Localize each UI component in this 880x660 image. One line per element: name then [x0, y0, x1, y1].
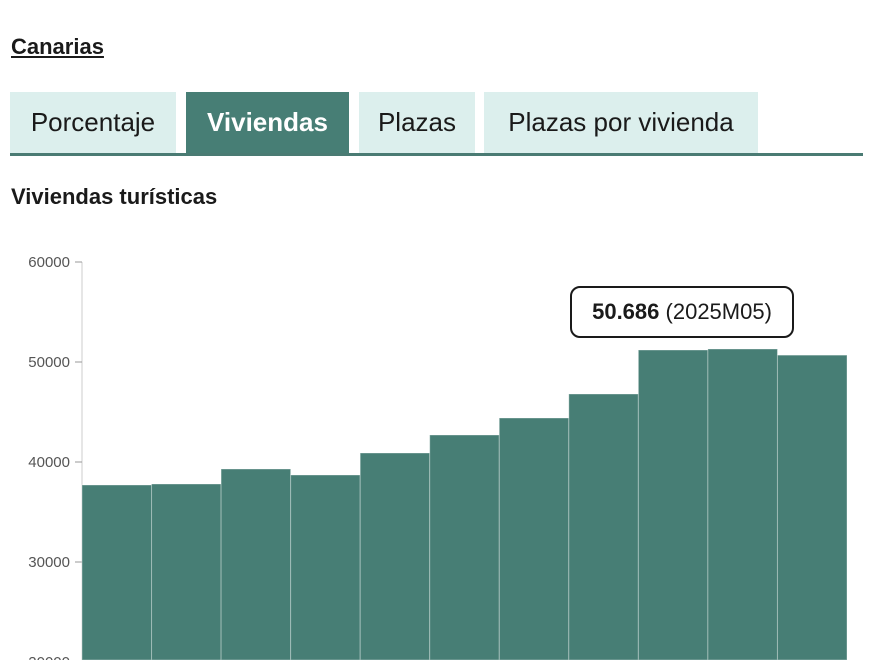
bar[interactable] — [220, 468, 292, 660]
y-tick-label: 30000 — [28, 554, 70, 571]
tab-plazas-por-vivienda[interactable]: Plazas por vivienda — [484, 92, 758, 153]
bar-chart: 60000 50000 40000 30000 20000 — [28, 254, 848, 660]
tooltip-value: 50.686 — [592, 299, 660, 324]
bar[interactable] — [151, 483, 222, 660]
bar[interactable] — [81, 484, 153, 660]
tab-bar: Porcentaje Viviendas Plazas Plazas por v… — [10, 92, 863, 156]
bar[interactable] — [568, 393, 639, 660]
tab-porcentaje[interactable]: Porcentaje — [10, 92, 176, 153]
bar[interactable] — [429, 434, 500, 660]
y-tick-label: 60000 — [28, 254, 70, 271]
bar[interactable] — [498, 417, 570, 660]
bar[interactable] — [290, 474, 361, 660]
tooltip-period: (2025M05) — [665, 299, 772, 324]
bars-group — [81, 348, 848, 660]
tab-plazas[interactable]: Plazas — [359, 92, 475, 153]
y-axis: 60000 50000 40000 30000 20000 — [28, 254, 83, 660]
bar[interactable] — [359, 452, 431, 660]
y-tick-label: 50000 — [28, 354, 70, 371]
tab-viviendas[interactable]: Viviendas — [186, 92, 349, 153]
y-tick-label: 20000 — [28, 654, 70, 660]
bar[interactable] — [637, 349, 709, 660]
bar-tooltip: 50.686 (2025M05) — [570, 286, 794, 338]
bar[interactable] — [707, 348, 778, 660]
chart-title: Viviendas turísticas — [11, 184, 218, 209]
region-title[interactable]: Canarias — [11, 34, 104, 59]
y-tick-label: 40000 — [28, 454, 70, 471]
bar[interactable] — [776, 354, 848, 660]
